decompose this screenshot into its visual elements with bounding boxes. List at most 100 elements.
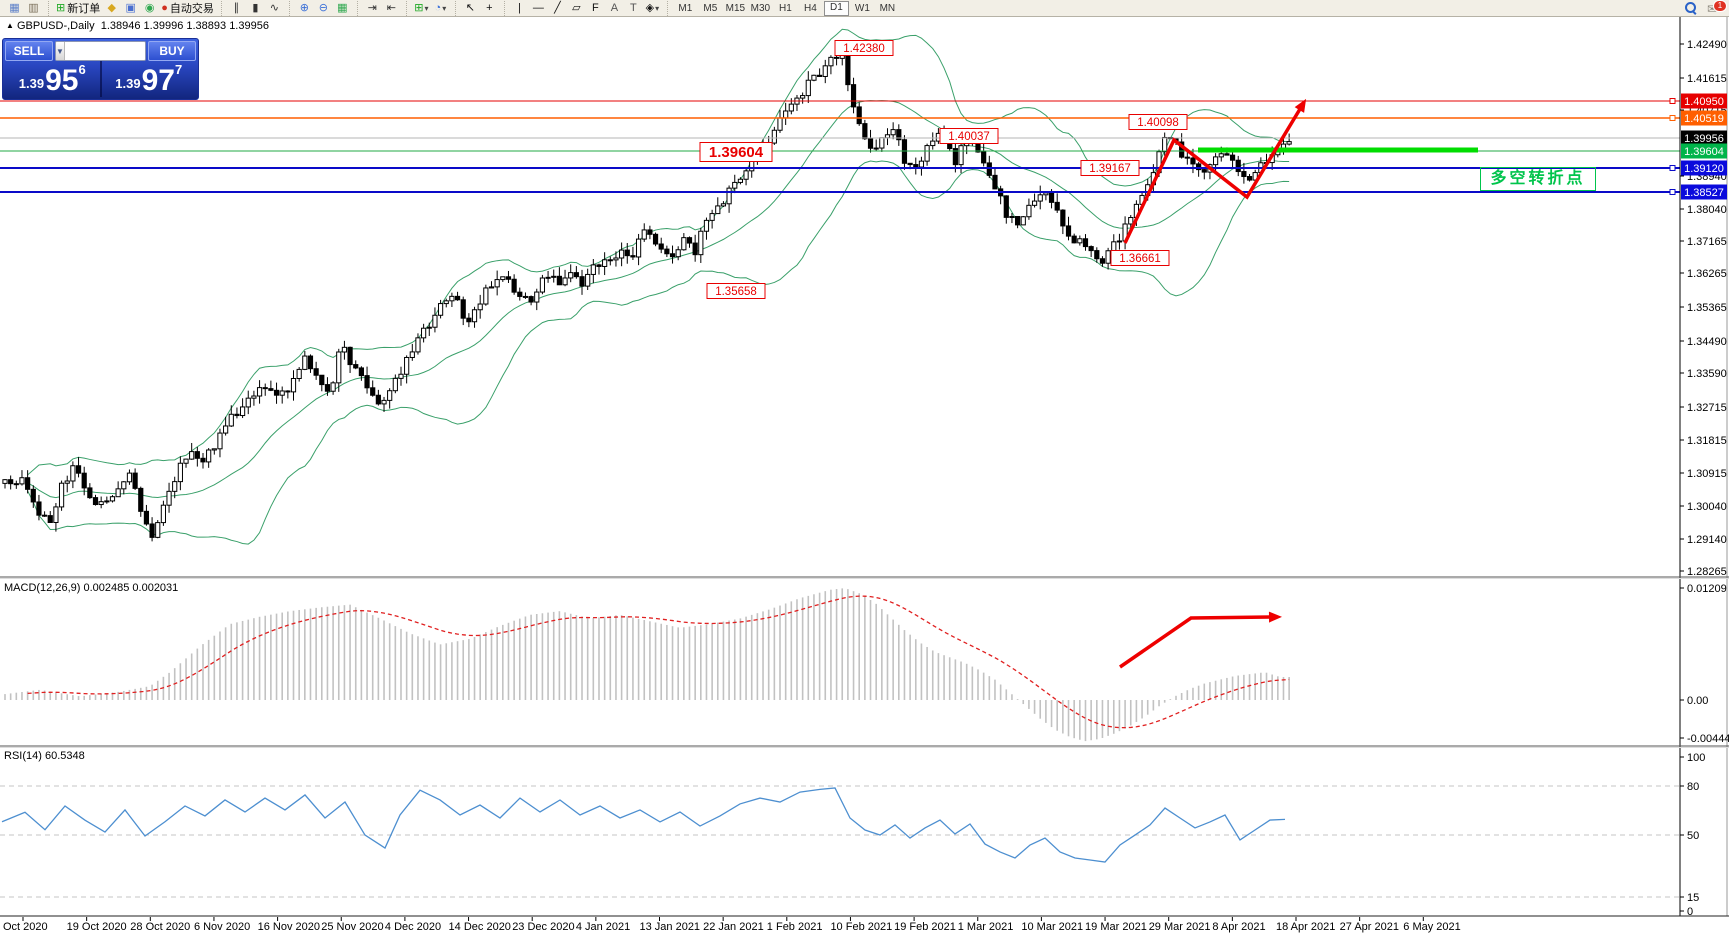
price-label-box[interactable]: [1128, 114, 1188, 130]
trendline-icon[interactable]: ╱: [548, 1, 567, 15]
price-label-box[interactable]: [706, 283, 766, 299]
price-axis-tick: 1.37165: [1687, 236, 1727, 248]
price-label-text: 1.39604: [709, 144, 764, 161]
chart-shift-icon[interactable]: ⇤: [382, 1, 401, 15]
timeframe-h4[interactable]: H4: [803, 2, 817, 14]
timeframe-w1[interactable]: W1: [854, 2, 870, 14]
price-label-box[interactable]: [699, 142, 773, 162]
sell-price-sup: 6: [78, 62, 86, 77]
search-icon[interactable]: [1685, 2, 1697, 15]
timeframe-h1[interactable]: H1: [778, 2, 792, 14]
horizontal-level-lines[interactable]: [0, 98, 1680, 195]
macd-axis-tick: -0.004446: [1687, 733, 1729, 745]
sell-button[interactable]: SELL: [5, 41, 53, 61]
timeframe-m15[interactable]: M15: [725, 2, 746, 14]
volume-input[interactable]: [64, 42, 145, 60]
line-chart-icon-glyph: ∿: [269, 1, 279, 14]
candlestick-icon-glyph: ▮: [252, 1, 259, 14]
rsi-axis-tick: 80: [1687, 781, 1699, 793]
price-axis-tick: 1.41615: [1687, 73, 1727, 85]
price-label-text: 1.36661: [1119, 253, 1161, 265]
text-icon-glyph: A: [610, 1, 619, 14]
quotes-preview-icon-glyph: ▥: [28, 1, 39, 14]
date-axis-label: 1 Mar 2021: [958, 921, 1014, 933]
arrows-icon[interactable]: ◈ ▾: [643, 1, 662, 15]
horizontal-line-icon[interactable]: —: [529, 1, 548, 15]
one-click-trade-panel: SELL ▼ ▲ BUY 1.39 95 6 1.39 97 7: [2, 38, 199, 100]
date-axis-label: 29 Mar 2021: [1149, 921, 1211, 933]
terminal-icon-glyph: ▣: [125, 1, 136, 14]
tile-windows-icon[interactable]: ▦: [333, 1, 352, 15]
periods-button-caret-icon[interactable]: ▾: [442, 3, 447, 13]
text-icon[interactable]: A: [605, 1, 624, 15]
timeframe-mn[interactable]: MN: [879, 2, 896, 14]
price-label-text: 1.40037: [948, 131, 990, 143]
label-icon[interactable]: T: [624, 1, 643, 15]
symbol-name: GBPUSD-,Daily: [16, 20, 95, 32]
sell-price[interactable]: 1.39 95 6: [5, 61, 102, 97]
chat-badge: 1: [1713, 0, 1727, 12]
buy-price[interactable]: 1.39 97 7: [102, 61, 197, 97]
chat-icon[interactable]: ✉ 1: [1707, 0, 1727, 16]
price-label-box[interactable]: [939, 128, 999, 144]
timeframe-m30[interactable]: M30: [750, 2, 771, 14]
date-axis-label: Oct 2020: [3, 921, 48, 933]
date-axis-label: 19 Oct 2020: [67, 921, 127, 933]
price-label-text: 1.39167: [1089, 163, 1131, 175]
thick-green-level-bar[interactable]: [1198, 147, 1478, 153]
zoom-in-icon[interactable]: ⊕: [295, 1, 314, 15]
price-axis-tick: 1.38040: [1687, 204, 1727, 216]
price-axis-badge-text: 1.39956: [1684, 133, 1724, 145]
price-axis-badge-text: 1.40950: [1684, 96, 1724, 108]
turning-point-annotation[interactable]: 多空转折点: [1480, 167, 1596, 191]
price-label-box[interactable]: [1110, 250, 1170, 266]
line-chart-icon[interactable]: ∿: [265, 1, 284, 15]
date-axis-label: 16 Nov 2020: [258, 921, 320, 933]
new-order-button[interactable]: ⊞ 新订单: [54, 1, 102, 16]
signals-icon[interactable]: ◉: [140, 1, 159, 15]
crosshair-icon[interactable]: +: [480, 1, 499, 15]
date-axis-label: 22 Jan 2021: [703, 921, 764, 933]
price-label-text: 1.35658: [715, 286, 757, 298]
candlestick-icon[interactable]: ▮: [246, 1, 265, 15]
macd-signal-line: [27, 595, 1290, 729]
autotrading-button[interactable]: ● 自动交易: [159, 1, 216, 16]
terminal-icon[interactable]: ▣: [121, 1, 140, 15]
sound-icon[interactable]: ◆: [102, 1, 121, 15]
channel-icon[interactable]: ▱: [567, 1, 586, 15]
volume-decrease-button[interactable]: ▼: [56, 42, 65, 60]
macd-axis-tick: 0.00: [1687, 695, 1708, 707]
trend-zigzag-arrow[interactable]: [1123, 98, 1307, 244]
zoom-out-icon[interactable]: ⊖: [314, 1, 333, 15]
price-axis-tick: 1.29140: [1687, 534, 1727, 546]
periods-button[interactable]: ◔ ▾: [431, 1, 450, 15]
price-axis-badge: [1681, 160, 1727, 176]
scroll-to-end-icon[interactable]: ⇥: [363, 1, 382, 15]
macd-trend-arrow[interactable]: [1119, 611, 1282, 669]
buy-button[interactable]: BUY: [148, 41, 196, 61]
price-label-box[interactable]: [834, 40, 894, 56]
date-axis-label: 23 Dec 2020: [512, 921, 574, 933]
arrows-icon-caret-icon[interactable]: ▾: [655, 3, 660, 13]
timeframe-m5[interactable]: M5: [703, 2, 718, 14]
date-axis-label: 28 Oct 2020: [130, 921, 190, 933]
date-axis-label: 4 Dec 2020: [385, 921, 441, 933]
vertical-line-icon[interactable]: |: [510, 1, 529, 15]
fibonacci-icon[interactable]: F: [586, 1, 605, 15]
timeframe-m1[interactable]: M1: [678, 2, 693, 14]
price-label-box[interactable]: [1080, 160, 1140, 176]
add-indicator-button[interactable]: ⊞ ▾: [412, 1, 431, 15]
bollinger-middle-band: [27, 100, 1290, 499]
quotes-preview-icon[interactable]: ▥: [24, 1, 43, 15]
cursor-icon[interactable]: ↖: [461, 1, 480, 15]
add-indicator-button-caret-icon[interactable]: ▾: [424, 3, 429, 13]
tile-windows-icon-glyph: ▦: [337, 1, 348, 14]
bar-chart-icon[interactable]: ∥: [227, 1, 246, 15]
date-axis-label: 10 Feb 2021: [830, 921, 892, 933]
timeframe-d1[interactable]: D1: [823, 0, 849, 16]
rsi-axis-tick: 50: [1687, 830, 1699, 842]
sell-price-big: 95: [45, 64, 79, 97]
price-label-annotations[interactable]: 1.42380 1.40037 1.39604 1.40098 1.39167 1.366…: [699, 40, 1188, 299]
chart-window-icon[interactable]: ▦: [5, 1, 24, 15]
